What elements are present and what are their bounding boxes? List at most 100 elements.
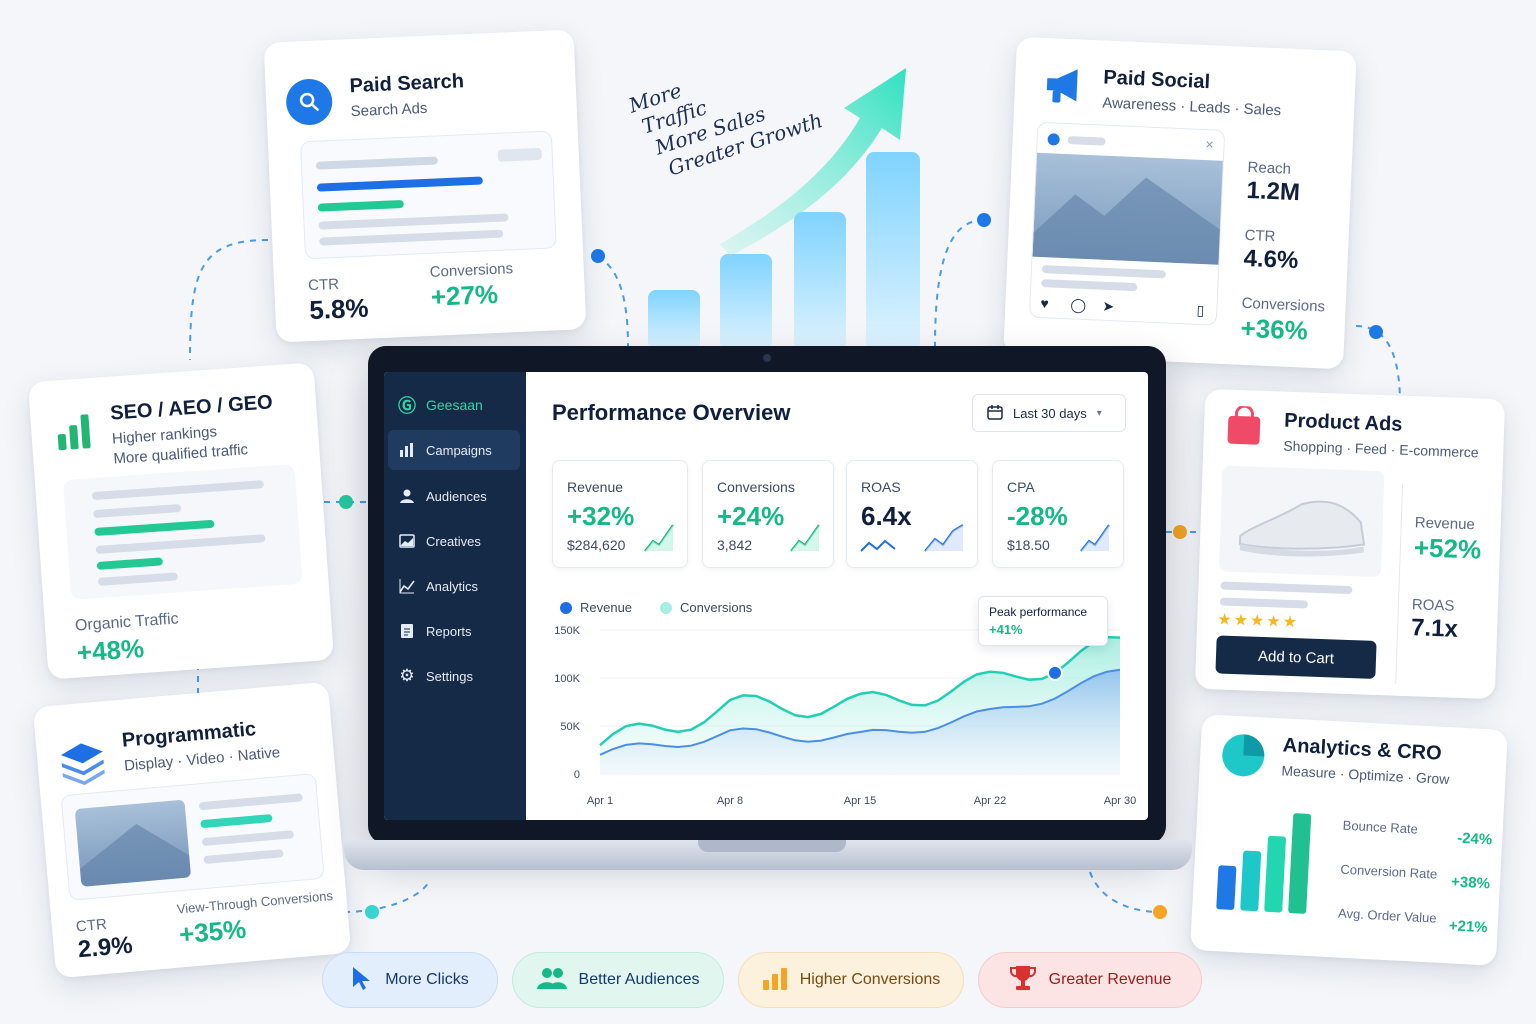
- users-icon: [536, 967, 567, 994]
- y-tick-label: 0: [574, 769, 580, 781]
- legend-item-conversions[interactable]: Conversions: [660, 600, 752, 615]
- kpi-card-revenue[interactable]: Revenue +32% $284,620: [552, 460, 688, 568]
- metric-value: +38%: [1450, 873, 1491, 893]
- placeholder-line: [95, 534, 266, 555]
- search-ad-preview: [299, 130, 557, 260]
- brand-name: Geesaan: [426, 397, 483, 413]
- growth-bar-3: [794, 212, 846, 350]
- seo-card[interactable]: SEO / AEO / GEO Higher rankings More qua…: [27, 362, 335, 680]
- pill-more-clicks[interactable]: More Clicks: [322, 952, 498, 1008]
- kpi-subvalue: $18.50: [1007, 537, 1050, 553]
- x-tick-label: Apr 1: [587, 795, 613, 807]
- growth-bar-1: [648, 290, 700, 350]
- pill-higher-conversions[interactable]: Higher Conversions: [738, 952, 964, 1008]
- close-icon[interactable]: ×: [1205, 136, 1214, 153]
- megaphone-icon: [1042, 64, 1088, 111]
- sidebar-item-settings[interactable]: ⚙ Settings: [388, 656, 520, 696]
- metric-label: Bounce Rate: [1342, 817, 1419, 837]
- metric-row: Avg. Order Value +21%: [1336, 906, 1488, 958]
- legend-swatch: [660, 601, 673, 614]
- card-title: Product Ads: [1283, 409, 1403, 436]
- sidebar-item-label: Audiences: [426, 488, 487, 504]
- kpi-value: 6.4x: [861, 501, 912, 531]
- date-range-select[interactable]: Last 30 days ▾: [972, 394, 1126, 432]
- growth-bar-4: [866, 152, 920, 350]
- organic-traffic-label: Organic Traffic: [74, 610, 180, 635]
- card-subtitle: Search Ads: [350, 99, 428, 121]
- trend-sparkline: [860, 539, 896, 552]
- revenue-label: Revenue: [1414, 514, 1476, 534]
- y-tick-label: 150K: [554, 625, 580, 637]
- pill-label: More Clicks: [385, 971, 469, 988]
- legend-item-revenue[interactable]: Revenue: [560, 600, 632, 615]
- paid-social-card[interactable]: Paid Social Awareness · Leads · Sales × …: [1003, 36, 1357, 370]
- legend-swatch: [560, 601, 572, 614]
- tooltip-value: +41%: [989, 622, 1023, 637]
- post-image: [1032, 152, 1225, 265]
- kpi-subvalue: $284,620: [567, 537, 626, 553]
- metric-label: Conversion Rate: [1340, 861, 1438, 882]
- peak-marker: [1047, 664, 1063, 681]
- headline-bar: [316, 176, 483, 192]
- card-title: Analytics & CRO: [1282, 734, 1443, 765]
- trend-sparkline: [644, 524, 674, 552]
- sidebar-item-campaigns[interactable]: Campaigns: [388, 430, 520, 470]
- ctr-label: CTR: [1244, 226, 1276, 246]
- placeholder-line: [1219, 597, 1309, 609]
- analytics-cro-card[interactable]: Analytics & CRO Measure · Optimize · Gro…: [1190, 714, 1508, 966]
- legend-label: Revenue: [580, 600, 633, 615]
- kpi-card-cpa[interactable]: CPA -28% $18.50: [992, 460, 1124, 568]
- layers-icon: [58, 737, 108, 792]
- conversions-value: +27%: [430, 278, 499, 312]
- image-icon: [398, 532, 416, 550]
- placeholder-line: [319, 229, 504, 246]
- kpi-card-conversions[interactable]: Conversions +24% 3,842: [702, 460, 834, 568]
- product-ads-card[interactable]: Product Ads Shopping · Feed · E-commerce…: [1194, 388, 1506, 700]
- brand-logo[interactable]: Ⓖ Geesaan: [398, 392, 483, 418]
- kpi-card-roas[interactable]: ROAS 6.4x: [846, 460, 978, 568]
- share-icon[interactable]: ➤: [1102, 297, 1115, 315]
- bar-chart-icon: [762, 966, 788, 995]
- add-to-cart-button[interactable]: Add to Cart: [1215, 635, 1377, 679]
- kpi-value: +32%: [567, 501, 635, 531]
- kpi-label: Revenue: [567, 479, 624, 495]
- metric-row: Bounce Rate -24%: [1341, 818, 1493, 870]
- sidebar-item-label: Settings: [426, 668, 473, 684]
- kpi-label: Conversions: [717, 479, 795, 495]
- reach-value: 1.2M: [1246, 176, 1301, 207]
- ranking-bar: [96, 557, 164, 570]
- programmatic-card[interactable]: Programmatic Display · Video · Native CT…: [32, 681, 352, 979]
- dashboard-main: Performance Overview Last 30 days ▾ Reve…: [526, 372, 1148, 820]
- pill-greater-revenue[interactable]: Greater Revenue: [978, 952, 1202, 1008]
- placeholder-line: [198, 793, 303, 811]
- shopping-bag-icon: [1225, 404, 1263, 452]
- conversions-value: +36%: [1239, 312, 1309, 346]
- bar-chart-icon: [398, 441, 416, 459]
- product-image: [1218, 465, 1385, 578]
- trend-sparkline: [790, 524, 820, 552]
- bar-chart-icon: [54, 410, 97, 458]
- sidebar-item-analytics[interactable]: Analytics: [388, 566, 520, 606]
- conversions-label: Conversions: [429, 260, 514, 281]
- ad-image: [74, 799, 192, 887]
- heart-icon[interactable]: ♥: [1040, 295, 1050, 312]
- trophy-icon: [1009, 964, 1037, 997]
- pill-better-audiences[interactable]: Better Audiences: [512, 952, 724, 1008]
- comment-icon[interactable]: ◯: [1070, 296, 1087, 313]
- pill-label: Higher Conversions: [799, 971, 941, 988]
- rating-stars: ★★★★★: [1216, 611, 1300, 632]
- pie-chart-icon: [1219, 731, 1268, 784]
- bookmark-icon[interactable]: ▯: [1196, 301, 1205, 319]
- paid-search-card[interactable]: Paid Search Search Ads CTR 5.8% Conversi…: [263, 29, 587, 343]
- sidebar-item-creatives[interactable]: Creatives: [388, 521, 520, 561]
- card-subtitle: Shopping · Feed · E-commerce: [1283, 437, 1479, 461]
- conversions-label: Conversions: [1241, 294, 1326, 316]
- sidebar-item-label: Creatives: [426, 533, 481, 549]
- card-title: Paid Social: [1102, 66, 1211, 94]
- sidebar-item-audiences[interactable]: Audiences: [388, 476, 520, 516]
- brand-icon: Ⓖ: [398, 396, 416, 416]
- x-tick-label: Apr 30: [1104, 795, 1136, 807]
- sidebar-item-label: Reports: [426, 623, 472, 639]
- sidebar-item-reports[interactable]: Reports: [388, 611, 520, 651]
- metric-value: +21%: [1448, 917, 1489, 937]
